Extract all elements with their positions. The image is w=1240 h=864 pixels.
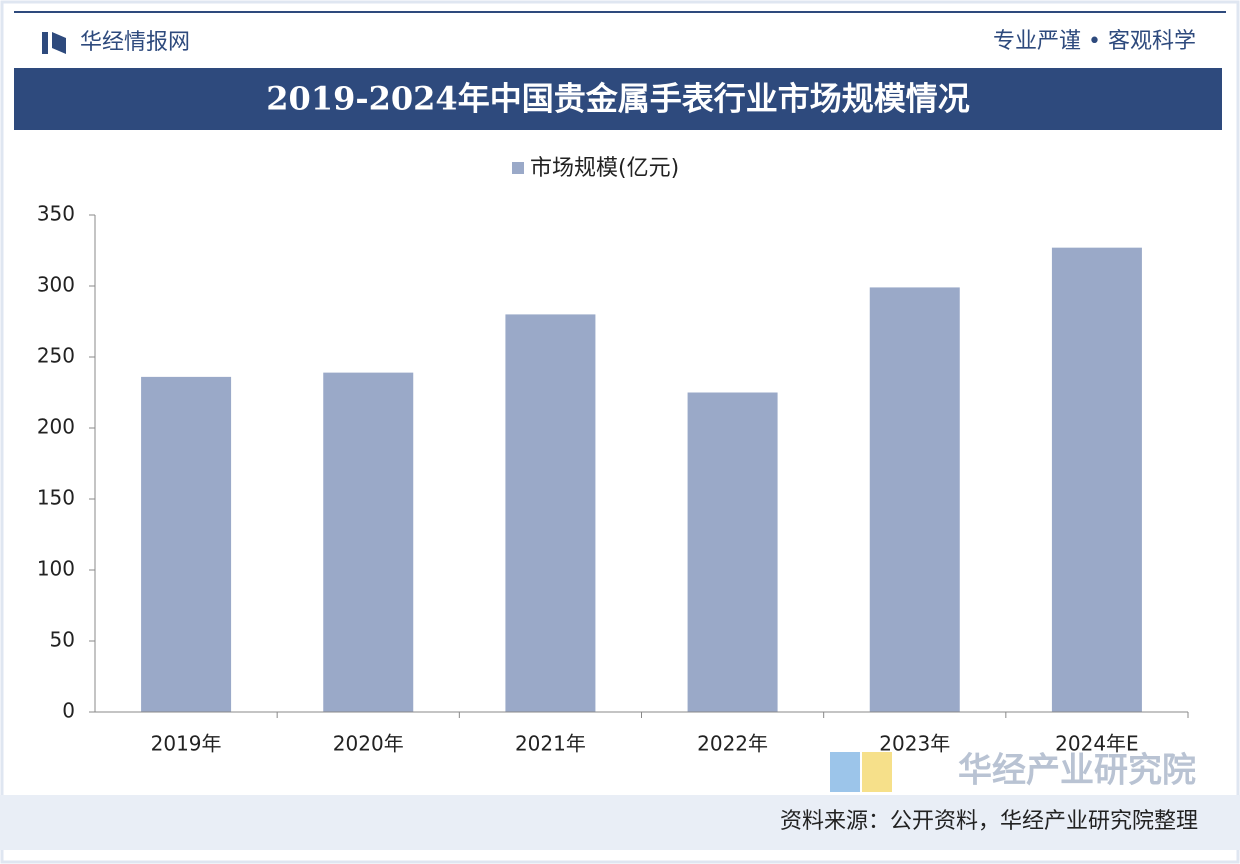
- footer-band: [0, 795, 1240, 850]
- y-tick-label: 300: [37, 273, 75, 297]
- y-tick-label: 200: [37, 415, 75, 439]
- x-tick-label: 2023年: [879, 732, 950, 756]
- x-tick-label: 2021年: [515, 732, 586, 756]
- y-tick-label: 100: [37, 557, 75, 581]
- y-tick-label: 50: [50, 628, 75, 652]
- bar: [1051, 247, 1142, 712]
- x-tick-label: 2019年: [151, 732, 222, 756]
- bar: [505, 314, 596, 712]
- watermark: 华经产业研究院: [958, 751, 1196, 791]
- x-tick-label: 2024年E: [1055, 732, 1139, 756]
- y-tick-label: 0: [62, 699, 75, 723]
- title-bar: [14, 68, 1222, 130]
- slogan: 专业严谨 • 客观科学: [993, 29, 1196, 54]
- watermark-icon: [830, 752, 892, 792]
- bar: [141, 376, 232, 712]
- x-tick-label: 2020年: [333, 732, 404, 756]
- y-tick-label: 350: [37, 202, 75, 226]
- bar: [869, 287, 960, 712]
- bar: [323, 372, 414, 712]
- chart-title: 2019-2024年中国贵金属手表行业市场规模情况: [266, 80, 969, 118]
- logo-icon: [42, 32, 66, 54]
- source: 资料来源：公开资料，华经产业研究院整理: [780, 809, 1198, 834]
- y-tick-label: 250: [37, 344, 75, 368]
- bar: [687, 392, 778, 712]
- brand: 华经情报网: [80, 30, 190, 55]
- legend-label: 市场规模(亿元): [530, 156, 679, 181]
- x-tick-label: 2022年: [697, 732, 768, 756]
- y-tick-label: 150: [37, 486, 75, 510]
- legend-swatch: [512, 162, 524, 174]
